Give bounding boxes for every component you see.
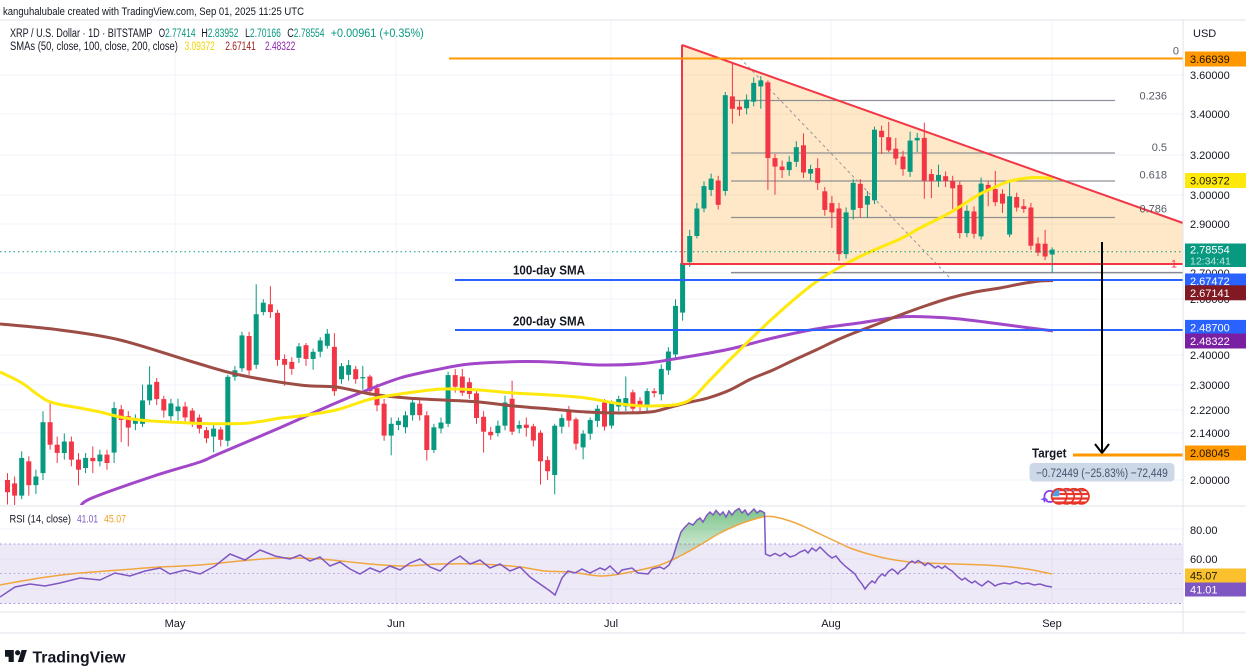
svg-text:C: C <box>287 28 294 40</box>
svg-text:3.66939: 3.66939 <box>1190 54 1230 66</box>
svg-text:2.40000: 2.40000 <box>1190 350 1230 362</box>
svg-text:SMAs (50, close, 100, close, 2: SMAs (50, close, 100, close, 200, close) <box>10 41 178 53</box>
svg-text:RSI (14, close): RSI (14, close) <box>10 514 72 526</box>
svg-text:2.78554: 2.78554 <box>1190 245 1230 257</box>
svg-text:+0.00961 (+0.35%): +0.00961 (+0.35%) <box>331 28 424 40</box>
svg-text:2.08045: 2.08045 <box>1190 448 1230 460</box>
svg-text:41.01: 41.01 <box>77 514 98 526</box>
svg-text:O: O <box>159 28 165 40</box>
svg-text:3.00000: 3.00000 <box>1190 190 1230 202</box>
svg-text:Jun: Jun <box>387 618 405 630</box>
svg-text:kanguhalubale created with Tra: kanguhalubale created with TradingView.c… <box>3 6 304 18</box>
svg-text:2.22000: 2.22000 <box>1190 405 1230 417</box>
svg-text:2.67141: 2.67141 <box>1190 288 1230 300</box>
svg-text:H: H <box>201 28 208 40</box>
svg-text:3.09372: 3.09372 <box>1190 176 1230 188</box>
svg-text:May: May <box>165 618 186 630</box>
svg-text:0.786: 0.786 <box>1139 204 1167 216</box>
svg-text:2.48700: 2.48700 <box>1190 322 1230 334</box>
svg-text:2.90000: 2.90000 <box>1190 219 1230 231</box>
svg-text:TradingView: TradingView <box>33 650 127 667</box>
svg-text:2.48322: 2.48322 <box>265 41 295 53</box>
svg-text:−0.72449 (−25.83%) −72,449: −0.72449 (−25.83%) −72,449 <box>1036 466 1168 480</box>
svg-text:3.60000: 3.60000 <box>1190 70 1230 82</box>
svg-text:L: L <box>245 28 250 40</box>
svg-text:2.48322: 2.48322 <box>1190 336 1230 348</box>
svg-text:2.78554: 2.78554 <box>294 28 325 40</box>
svg-text:12:34:41: 12:34:41 <box>1190 256 1231 268</box>
svg-text:Aug: Aug <box>821 618 841 630</box>
svg-text:45.07: 45.07 <box>1190 571 1218 583</box>
svg-text:0.618: 0.618 <box>1139 170 1167 182</box>
svg-text:2.77414: 2.77414 <box>165 28 196 40</box>
svg-text:2.30000: 2.30000 <box>1190 380 1230 392</box>
svg-text:45.07: 45.07 <box>104 514 126 526</box>
svg-text:Jul: Jul <box>604 618 618 630</box>
svg-text:0.236: 0.236 <box>1139 91 1167 103</box>
svg-text:3.09372: 3.09372 <box>185 41 215 53</box>
svg-text:2.70166: 2.70166 <box>250 28 281 40</box>
svg-text:0.5: 0.5 <box>1152 142 1167 154</box>
svg-text:100-day SMA: 100-day SMA <box>513 264 585 278</box>
svg-text:3.40000: 3.40000 <box>1190 109 1230 121</box>
svg-text:USD: USD <box>1193 28 1216 40</box>
svg-text:2.14000: 2.14000 <box>1190 428 1230 440</box>
svg-text:3.20000: 3.20000 <box>1190 150 1230 162</box>
svg-text:200-day SMA: 200-day SMA <box>513 315 585 329</box>
svg-text:Target: Target <box>1032 446 1067 461</box>
svg-text:2.83952: 2.83952 <box>208 28 239 40</box>
svg-text:Sep: Sep <box>1042 618 1062 630</box>
svg-text:0: 0 <box>1173 46 1179 58</box>
svg-text:80.00: 80.00 <box>1190 525 1218 537</box>
svg-text:XRP / U.S. Dollar · 1D · BITST: XRP / U.S. Dollar · 1D · BITSTAMP <box>10 28 153 40</box>
svg-text:1: 1 <box>1171 259 1177 271</box>
svg-text:2.67141: 2.67141 <box>225 41 256 53</box>
svg-text:60.00: 60.00 <box>1190 554 1218 566</box>
svg-text:2.00000: 2.00000 <box>1190 475 1230 487</box>
svg-text:2.67472: 2.67472 <box>1190 276 1230 288</box>
svg-text:41.01: 41.01 <box>1190 585 1218 597</box>
